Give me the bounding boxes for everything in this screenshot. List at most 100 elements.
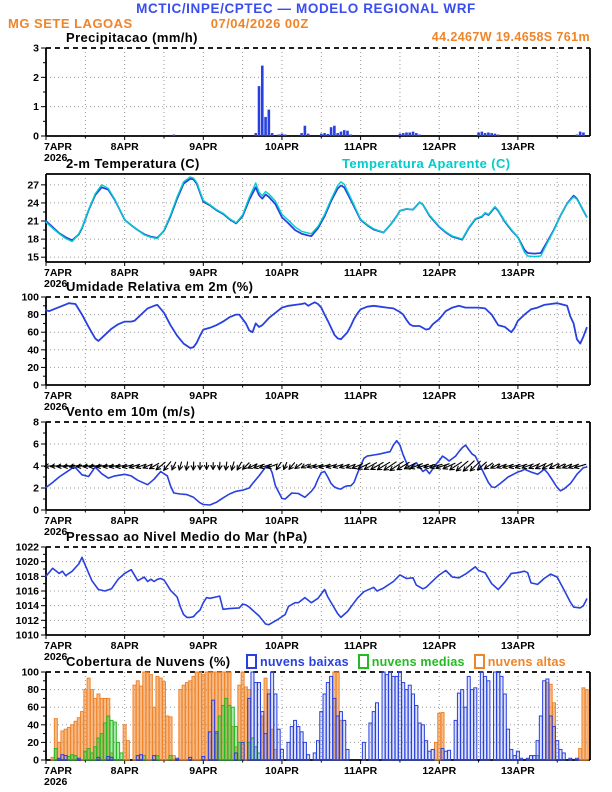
svg-text:11APR: 11APR [344,141,378,153]
svg-text:9APR: 9APR [189,640,217,652]
svg-text:18: 18 [27,234,39,246]
svg-text:8APR: 8APR [111,765,139,777]
station-name: MG SETE LAGOAS [8,16,133,31]
svg-text:10APR: 10APR [265,765,299,777]
svg-text:6: 6 [33,439,39,451]
svg-text:21: 21 [27,216,39,228]
svg-text:27: 27 [27,179,39,191]
humidity-title: Umidade Relativa em 2m (%) [66,279,254,294]
svg-text:7APR: 7APR [44,640,72,652]
station-header: MG SETE LAGOAS 07/04/2026 00Z [8,16,309,31]
svg-text:7APR: 7APR [44,765,72,777]
humidity-chart: 0 20 40 60 80 100 7APR 8APR 9APR 10APR 11APR 12APR 1… [21,292,591,413]
svg-text:11APR: 11APR [344,640,378,652]
svg-text:7APR: 7APR [44,390,72,402]
legend-item-nuvens-baixas: nuvens baixas [246,654,349,669]
svg-text:1016: 1016 [16,586,40,598]
svg-text:24: 24 [27,197,39,209]
nuvens-baixas-swatch-icon [246,654,257,669]
legend-label: nuvens baixas [260,654,349,669]
svg-text:1020: 1020 [16,556,40,568]
svg-text:13APR: 13APR [501,765,535,777]
svg-text:13APR: 13APR [501,267,535,279]
svg-text:40: 40 [27,719,39,731]
pressao-line [45,556,588,626]
svg-text:100: 100 [21,667,39,679]
temperatura aparente-line [45,176,588,258]
pressure-plot-area: 1010 1012 1014 1016 1018 1020 1022 7APR 8APR 9APR… [16,542,591,663]
svg-text:2026: 2026 [44,526,68,538]
svg-text:12APR: 12APR [422,765,456,777]
precipitation-chart: 0 1 2 3 7APR 8APR 9APR 10APR 11APR 12APR 13APR 2026 [33,43,591,164]
svg-text:2: 2 [33,483,39,495]
svg-text:40: 40 [27,344,39,356]
svg-text:60: 60 [27,327,39,339]
nuvens-altas-swatch-icon [473,654,485,669]
wind-plot-area: 0 2 4 6 8 7APR 8APR 9APR 10APR 11APR 12APR 13APR 202… [33,417,591,538]
svg-text:100: 100 [21,292,39,304]
svg-text:1012: 1012 [16,615,40,627]
precip-plot-area: 0 1 2 3 7APR 8APR 9APR 10APR 11APR 12APR 13APR 2026 [33,43,591,164]
svg-text:9APR: 9APR [189,390,217,402]
clouds-title: Cobertura de Nuvens (%) [66,654,231,669]
svg-text:2026: 2026 [44,278,68,290]
svg-text:10APR: 10APR [265,390,299,402]
svg-text:13APR: 13APR [501,640,535,652]
temperatura-line [45,177,588,255]
svg-text:12APR: 12APR [422,640,456,652]
svg-text:10APR: 10APR [265,267,299,279]
svg-text:12APR: 12APR [422,515,456,527]
svg-text:0: 0 [33,755,39,767]
legend-item-nuvens-altas: nuvens altas [473,654,566,669]
wind-barbs [43,460,587,472]
precipitacao-bars [172,65,585,136]
clouds-plot-area: 0 20 40 60 80 100 7APR 8APR 9APR 10APR 11APR 12APR 1… [21,667,591,788]
svg-text:3: 3 [33,43,39,55]
svg-text:7APR: 7APR [44,141,72,153]
svg-text:1: 1 [33,101,39,113]
svg-text:13APR: 13APR [501,141,535,153]
svg-text:1022: 1022 [16,542,40,554]
svg-text:10APR: 10APR [265,515,299,527]
apparent-temperature-title: Temperatura Aparente (C) [342,156,511,171]
svg-text:8APR: 8APR [111,141,139,153]
svg-text:12APR: 12APR [422,141,456,153]
clouds-legend: nuvens baixas nuvens medias nuvens altas [246,654,566,669]
svg-text:11APR: 11APR [344,515,378,527]
svg-text:20: 20 [27,362,39,374]
wind-chart: 0 2 4 6 8 7APR 8APR 9APR 10APR 11APR 12APR 13APR 202… [33,417,591,538]
svg-text:9APR: 9APR [189,141,217,153]
svg-text:8APR: 8APR [111,390,139,402]
svg-text:60: 60 [27,702,39,714]
svg-text:1010: 1010 [16,630,40,642]
station-coordinates: 44.2467W 19.4658S 761m [431,30,590,44]
svg-text:80: 80 [27,684,39,696]
svg-text:0: 0 [33,380,39,392]
svg-text:9APR: 9APR [189,765,217,777]
pressure-title: Pressao ao Nivel Medio do Mar (hPa) [66,529,308,544]
humidity-plot-area: 0 20 40 60 80 100 7APR 8APR 9APR 10APR 11APR 12APR 1… [21,292,591,413]
legend-item-nuvens-medias: nuvens medias [357,654,465,669]
pressure-chart: 1010 1012 1014 1016 1018 1020 1022 7APR 8APR 9APR… [16,542,591,663]
svg-text:2: 2 [33,72,39,84]
svg-text:8APR: 8APR [111,515,139,527]
svg-text:2026: 2026 [44,651,68,663]
legend-label: nuvens altas [487,654,566,669]
nuvens baixas-bars [57,671,579,761]
legend-label: nuvens medias [371,654,465,669]
svg-text:7APR: 7APR [44,515,72,527]
svg-text:10APR: 10APR [265,141,299,153]
svg-text:80: 80 [27,309,39,321]
precip-title: Precipitacao (mm/h) [66,30,198,45]
wind-title: Vento em 10m (m/s) [66,404,196,419]
svg-text:8APR: 8APR [111,267,139,279]
temp-plot-area: 15 18 21 24 27 7APR 8APR 9APR 10APR 11APR 12APR 13A… [27,173,591,290]
svg-text:11APR: 11APR [344,765,378,777]
svg-text:2026: 2026 [44,776,68,788]
svg-text:7APR: 7APR [44,267,72,279]
svg-text:2026: 2026 [44,152,68,164]
temperature-title: 2-m Temperatura (C) [66,156,200,171]
svg-text:9APR: 9APR [189,267,217,279]
svg-text:8APR: 8APR [111,640,139,652]
